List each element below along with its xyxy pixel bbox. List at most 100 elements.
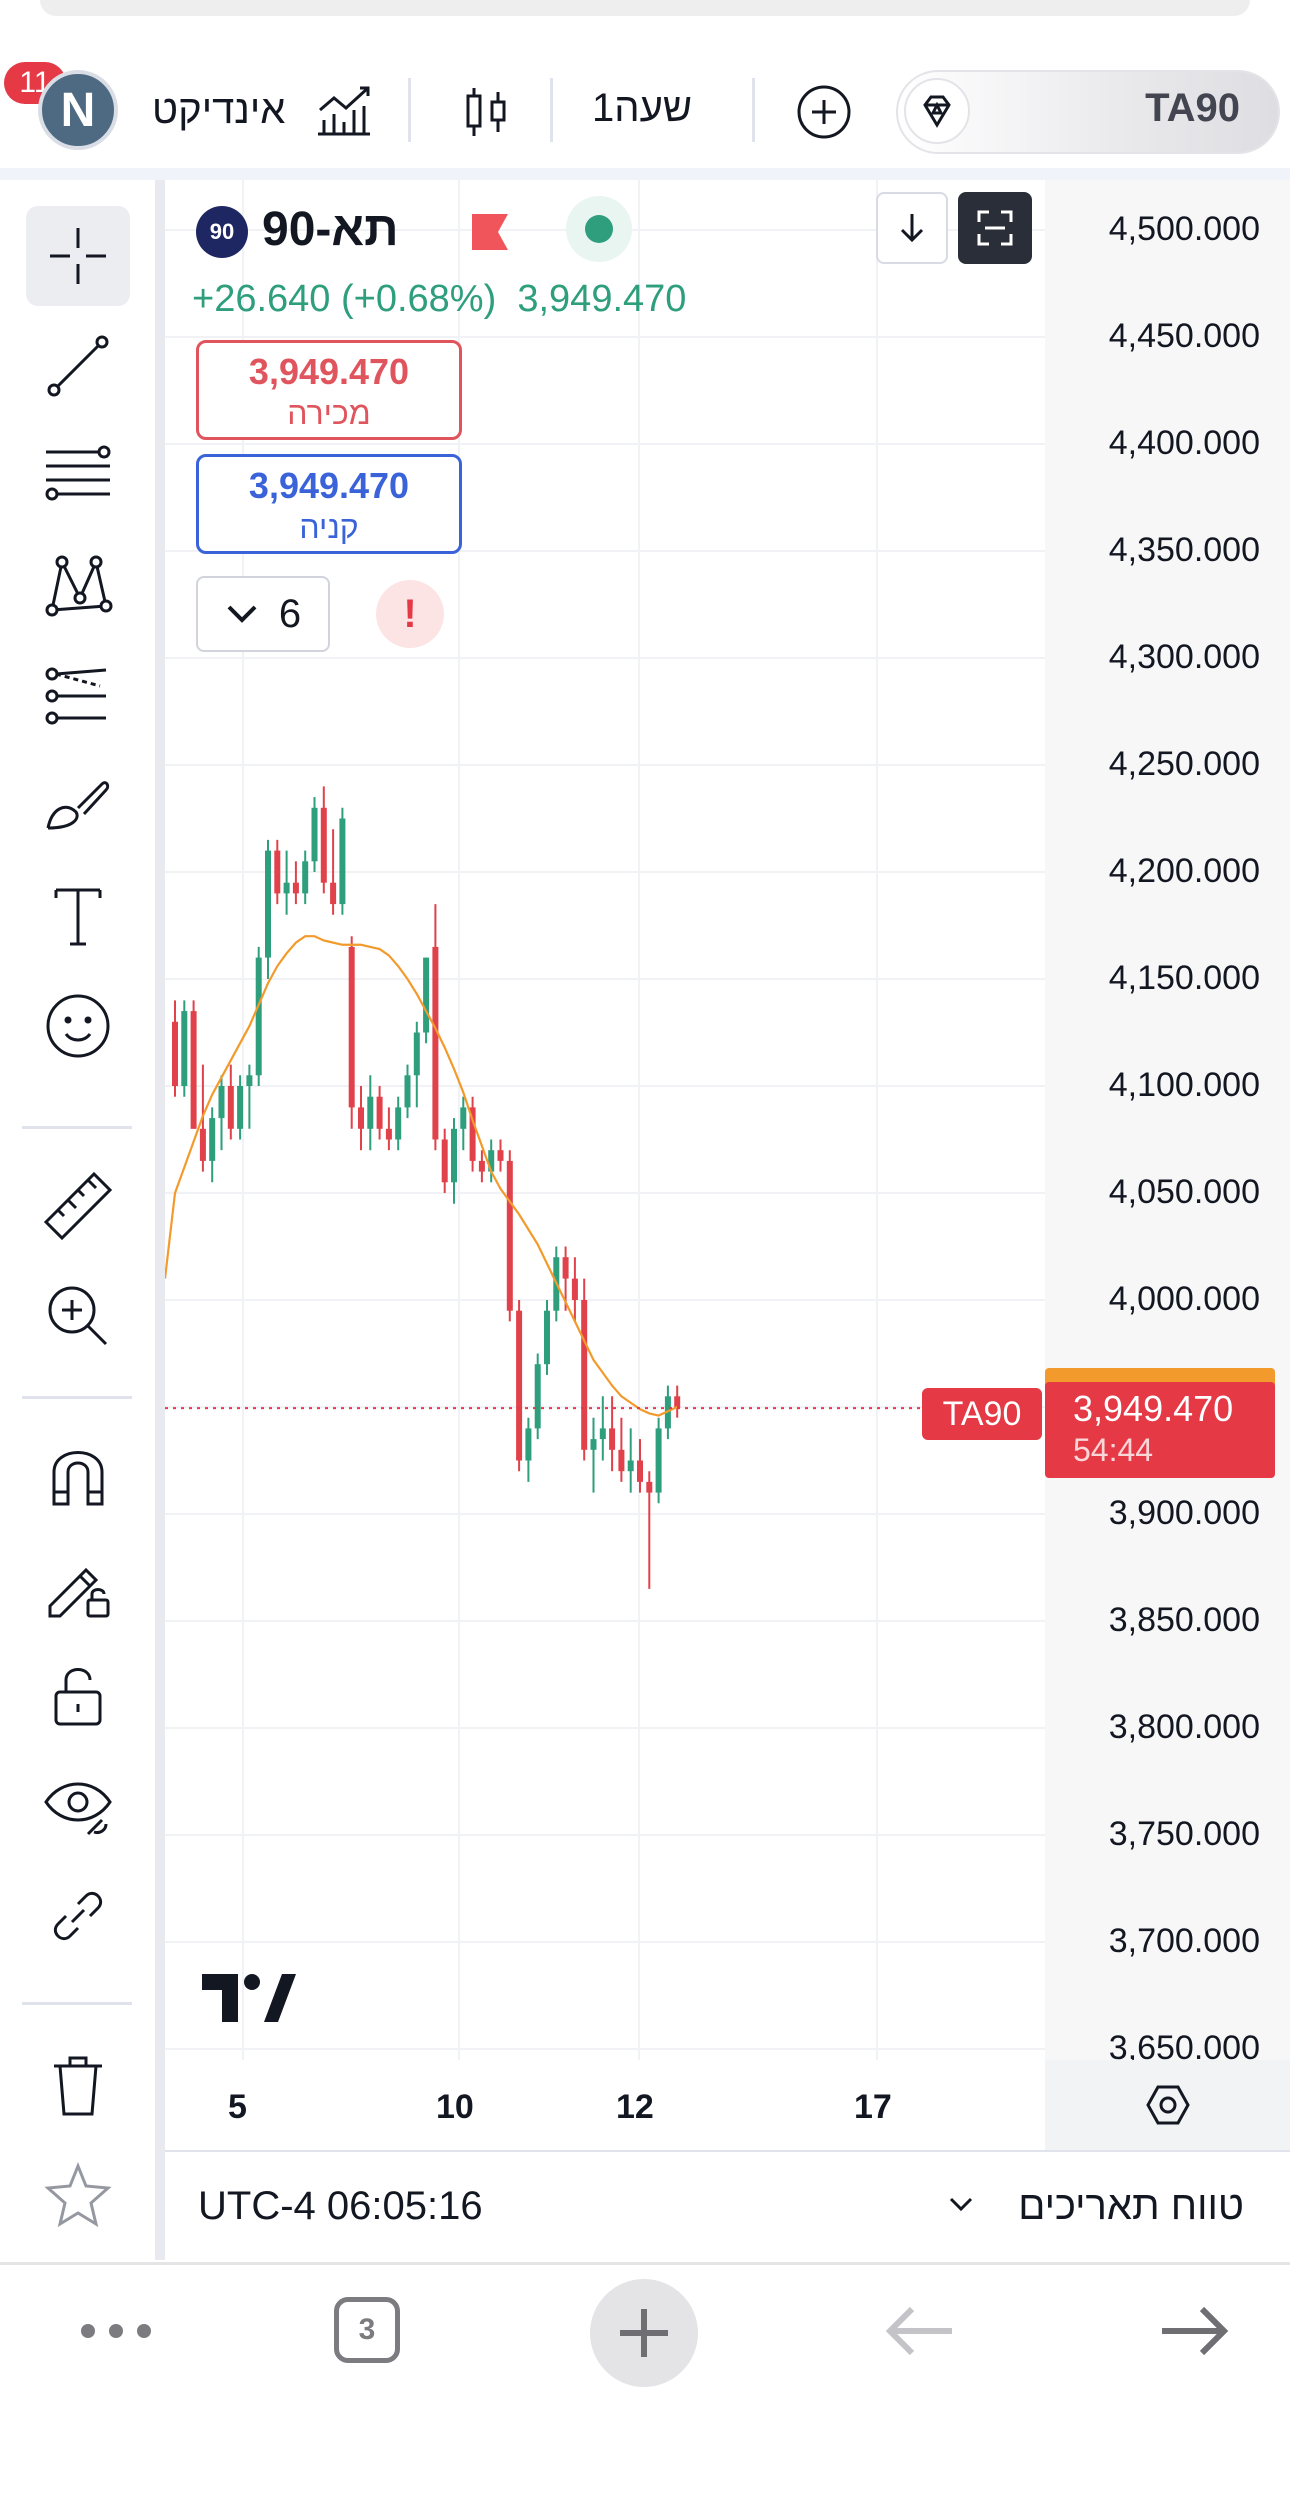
link-icon[interactable] [26, 1866, 130, 1966]
candle-body [646, 1481, 653, 1493]
prediction-icon[interactable] [26, 646, 130, 746]
candle-body [227, 1086, 234, 1129]
buy-price: 3,949.470 [248, 465, 410, 506]
candle-body [283, 882, 290, 894]
tabs-button[interactable]: 3 [334, 2297, 400, 2363]
fib-retracement-icon[interactable] [26, 426, 130, 526]
crosshair-icon[interactable] [26, 206, 130, 306]
magnet-icon[interactable] [26, 1426, 130, 1526]
new-tab-button[interactable] [590, 2279, 698, 2387]
candle-body [506, 1160, 513, 1311]
market-status-icon[interactable] [566, 196, 632, 262]
candles [172, 786, 681, 1589]
current-price-value: 3,949.470 [1073, 1388, 1234, 1429]
candle-body [255, 957, 262, 1076]
price-tick: 4,400.000 [1108, 424, 1260, 462]
candle-body [562, 1257, 569, 1279]
candle-body [246, 1075, 253, 1086]
chevron-down-icon[interactable] [948, 2196, 974, 2219]
back-arrow-icon[interactable] [884, 2305, 956, 2362]
candle-body [478, 1160, 485, 1172]
date-range-selector[interactable]: טווח תאריכים [1018, 2184, 1244, 2228]
buy-label: קניה [299, 509, 359, 545]
price-tick: 4,050.000 [1108, 1173, 1260, 1211]
header-separator [408, 78, 411, 142]
candle-body [218, 1086, 225, 1119]
candle-body [571, 1278, 578, 1300]
more-icon[interactable] [78, 2319, 154, 2348]
browser-address-bar [40, 0, 1250, 16]
candle-body [544, 1310, 550, 1365]
eye-icon[interactable] [26, 1756, 130, 1856]
buy-button[interactable]: 3,949.470 קניה [196, 454, 462, 554]
price-tick: 4,000.000 [1108, 1280, 1260, 1318]
lock-drawing-icon[interactable] [26, 1536, 130, 1636]
candle-body [190, 1011, 197, 1129]
price-tick: 4,450.000 [1108, 317, 1260, 355]
candle-body [330, 882, 337, 905]
candle-body [348, 946, 355, 1108]
candle-body [469, 1107, 476, 1161]
warning-icon[interactable]: ! [376, 580, 444, 648]
symbol-price-tag: TA90 [922, 1388, 1042, 1440]
candle-body [413, 1032, 420, 1076]
price-tick: 3,700.000 [1108, 1922, 1260, 1960]
price-tick: 4,350.000 [1108, 531, 1260, 569]
price-tick: 3,750.000 [1108, 1815, 1260, 1853]
time-label: 17 [854, 2088, 892, 2126]
header-separator [752, 78, 755, 142]
candle-body [525, 1428, 532, 1461]
flag-icon[interactable] [470, 212, 510, 257]
sell-button[interactable]: 3,949.470 מכירה [196, 340, 462, 440]
star-icon[interactable] [26, 2146, 130, 2246]
ruler-icon[interactable] [26, 1156, 130, 1256]
price-change: +26.640 (+0.68%) [192, 278, 497, 320]
forward-arrow-icon[interactable] [1158, 2305, 1230, 2362]
text-icon[interactable] [26, 866, 130, 966]
candle-body [581, 1300, 588, 1450]
symbol-label[interactable]: TA90 [1145, 86, 1240, 130]
emoji-icon[interactable] [26, 976, 130, 1076]
toolbar-separator [22, 2002, 132, 2005]
candle-body [441, 1139, 448, 1183]
price-axis[interactable]: 4,500.000 4,450.000 4,400.000 4,350.000 4,30… [1045, 180, 1290, 2067]
scroll-down-button[interactable] [876, 192, 948, 264]
browser-toolbar: 3 [0, 2262, 1290, 2501]
candle-body [274, 850, 281, 894]
bar-countdown: 54:44 [1073, 1432, 1154, 1468]
chart-settings-button[interactable] [1045, 2060, 1290, 2150]
indicators-label[interactable]: אינדיקט [152, 88, 286, 132]
indicators-icon[interactable] [314, 80, 374, 145]
time-label: 12 [616, 2088, 654, 2126]
interval-selector[interactable]: 1שעה [592, 86, 693, 130]
toolbar-separator [22, 1126, 132, 1129]
timezone-clock[interactable]: UTC-4 06:05:16 [198, 2184, 483, 2228]
add-symbol-button[interactable] [796, 84, 852, 140]
time-label: 10 [436, 2088, 474, 2126]
trend-line-icon[interactable] [26, 316, 130, 416]
brush-icon[interactable] [26, 756, 130, 856]
candle-body [451, 1128, 457, 1183]
quantity-selector[interactable]: 6 [196, 576, 330, 652]
lock-icon[interactable] [26, 1646, 130, 1746]
price-change-line: +26.640 (+0.68%) 3,949.470 [192, 278, 686, 321]
candle-body [497, 1150, 504, 1161]
tradingview-logo [202, 1974, 296, 2029]
pattern-icon[interactable] [26, 536, 130, 636]
candle-body [311, 807, 318, 862]
symbol-name[interactable]: תא-90 [262, 203, 399, 256]
avatar[interactable]: N [38, 70, 118, 150]
candlestick-type-icon[interactable] [458, 82, 514, 147]
premium-diamond-icon[interactable] [904, 78, 970, 144]
trash-icon[interactable] [26, 2036, 130, 2136]
symbol-logo: 90 [196, 206, 248, 258]
header-divider [0, 168, 1290, 180]
symbol-search[interactable] [896, 70, 1280, 154]
zoom-in-icon[interactable] [26, 1266, 130, 1366]
sell-label: מכירה [287, 395, 371, 431]
candle-body [320, 807, 327, 883]
candle-body [367, 1096, 374, 1129]
candle-body [627, 1460, 634, 1472]
fullscreen-button[interactable] [958, 192, 1032, 264]
price-chart[interactable] [165, 180, 1045, 2060]
